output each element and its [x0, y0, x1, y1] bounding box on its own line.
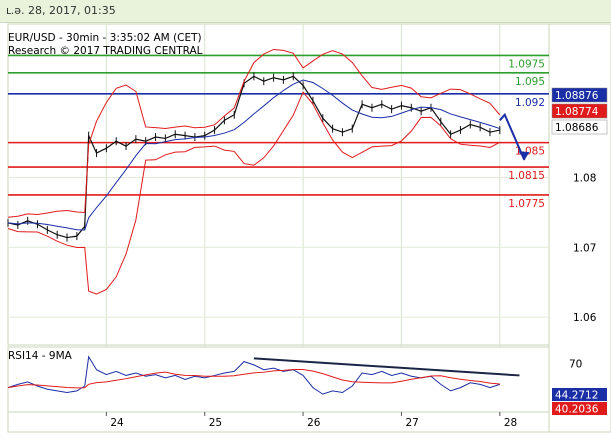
- level-label: 1.0775: [508, 198, 545, 210]
- rsi-badge-label: 44.2712: [555, 390, 598, 402]
- y-tick-label: 1.07: [573, 242, 596, 254]
- x-tick-label: 27: [405, 417, 418, 429]
- rsi-line: [7, 355, 500, 395]
- rsi-y-tick-label: 70: [569, 358, 582, 370]
- y-axis-strip: [548, 23, 611, 433]
- x-tick-label: 24: [110, 417, 124, 429]
- chart-subtitle: Research © 2017 TRADING CENTRAL: [8, 45, 203, 57]
- rsi-title: RSI14 - 9MA: [8, 350, 73, 362]
- rsi-pane: 24 25 26 27 28 70 44.2712 40.2036: [7, 346, 607, 433]
- level-label: 1.0815: [508, 170, 545, 182]
- level-label: 1.0975: [508, 58, 545, 70]
- date-bar: ւ.ə. 28, 2017, 01:35: [0, 0, 611, 23]
- price-badge-label: 1.08774: [555, 106, 599, 118]
- rsi-badge: [552, 402, 607, 415]
- upper-band-line: [7, 48, 501, 218]
- forecast-arrow-line: [499, 112, 526, 161]
- price-badge-label: 1.08686: [555, 122, 599, 134]
- rsi-ma-line: [7, 368, 500, 389]
- price-badge: [551, 87, 608, 103]
- forecast-arrow-head: [518, 151, 530, 161]
- y-tick-label: 1.08: [573, 173, 596, 185]
- price-badge-label: 1.08876: [555, 90, 599, 102]
- moving-average-line: [7, 79, 500, 231]
- x-tick-label: 28: [504, 417, 517, 429]
- x-tick-label: 26: [307, 417, 321, 429]
- price-badge: [551, 119, 608, 135]
- y-tick-label: 1.06: [573, 312, 597, 324]
- x-tick-label: 25: [209, 417, 222, 429]
- price-badge: [551, 103, 608, 119]
- rsi-badge: [552, 388, 607, 401]
- chart-date: ւ.ə. 28, 2017, 01:35: [6, 4, 116, 17]
- lower-band-line: [7, 91, 501, 295]
- level-label: 1.095: [515, 76, 545, 88]
- rsi-badge-label: 40.2036: [555, 404, 599, 416]
- chart-title: EUR/USD - 30min - 3:35:02 AM (CET): [8, 32, 202, 44]
- rsi-plot-area: [7, 346, 550, 413]
- level-label: 1.092: [515, 97, 545, 109]
- x-axis-strip: [7, 411, 550, 433]
- price-plot-area: [7, 23, 550, 346]
- price-chart: 1.061.071.081.09751.0951.0921.0851.08151…: [7, 23, 611, 433]
- rsi-trendline: [253, 357, 520, 377]
- price-pane: 1.061.071.081.09751.0951.0921.0851.08151…: [7, 23, 611, 433]
